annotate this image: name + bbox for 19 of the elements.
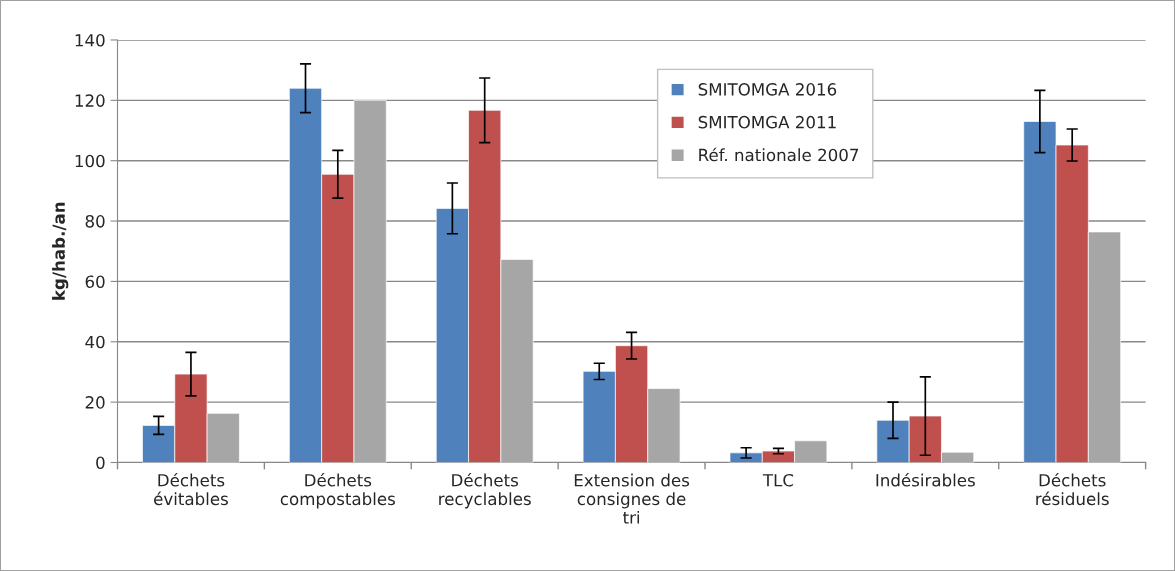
x-tick-label: Extension des consignes de tri (574, 473, 690, 524)
y-tick-label: 40 (85, 335, 105, 349)
legend-label: SMITOMGA 2011 (698, 115, 836, 129)
y-axis-title: kg/hab./an (52, 202, 69, 300)
y-tick-label: 60 (85, 275, 105, 288)
x-tick-label: Indésirables (876, 472, 975, 487)
y-tick-label: 140 (75, 33, 105, 47)
legend-label: Réf. nationale 2007 (699, 147, 859, 162)
x-tick-label: TLC (762, 473, 794, 487)
x-tick-label: Déchets recyclables (439, 472, 531, 509)
y-tick-label: 120 (75, 94, 105, 107)
x-tick-label: Déchets évitables (154, 472, 228, 506)
y-tick-label: 100 (75, 154, 105, 168)
x-tick-label: Déchets résiduels (1036, 472, 1109, 506)
y-tick-label: 80 (85, 215, 105, 228)
legend-label: SMITOMGA 2016 (698, 83, 837, 96)
x-tick-label: Déchets compostables (280, 472, 395, 509)
y-tick-label: 20 (85, 396, 105, 409)
y-tick-label: 0 (96, 456, 105, 470)
